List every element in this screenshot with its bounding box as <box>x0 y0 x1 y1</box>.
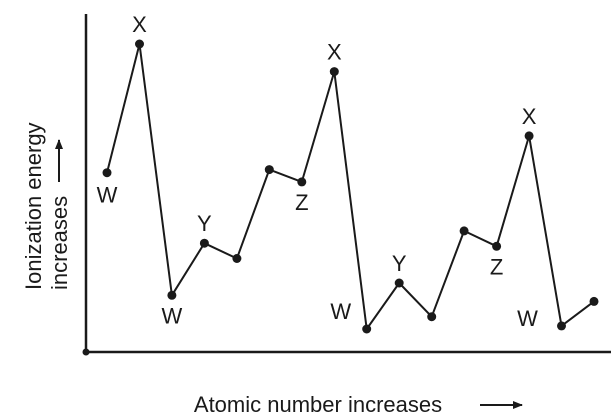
data-point <box>329 67 339 77</box>
data-point <box>492 241 502 251</box>
point-label: Z <box>295 190 308 215</box>
data-point <box>589 296 599 306</box>
x-axis-title: Atomic number increases <box>194 392 442 417</box>
axis-origin-dot <box>82 348 90 356</box>
point-label: X <box>327 40 342 65</box>
point-label: W <box>97 183 118 208</box>
y-axis-title-line-1: Ionization energy <box>21 122 46 290</box>
data-point <box>199 238 209 248</box>
point-label: W <box>162 303 183 328</box>
data-point <box>524 131 534 141</box>
point-label: W <box>330 299 351 324</box>
x-axis-title-group: Atomic number increases <box>194 392 523 417</box>
data-point <box>102 168 112 178</box>
data-point <box>167 290 177 300</box>
data-point <box>362 324 372 334</box>
point-label: X <box>132 12 147 37</box>
point-label: X <box>522 104 537 129</box>
point-label: Y <box>197 211 212 236</box>
point-label: Y <box>392 251 407 276</box>
data-point <box>459 226 469 236</box>
series-layer: W X W Y Z X W Y Z X W <box>97 12 599 334</box>
data-point <box>135 39 144 49</box>
data-point <box>264 165 274 175</box>
data-point <box>297 177 307 187</box>
point-label: Z <box>490 254 503 279</box>
y-axis-title-group: Ionization energy increases <box>21 122 72 290</box>
data-point <box>232 254 242 263</box>
series-line <box>106 43 595 330</box>
data-point <box>557 321 566 331</box>
y-axis-title-line-2: increases <box>47 196 72 290</box>
point-label: W <box>517 306 538 331</box>
data-point <box>427 312 437 322</box>
data-point <box>394 278 404 288</box>
